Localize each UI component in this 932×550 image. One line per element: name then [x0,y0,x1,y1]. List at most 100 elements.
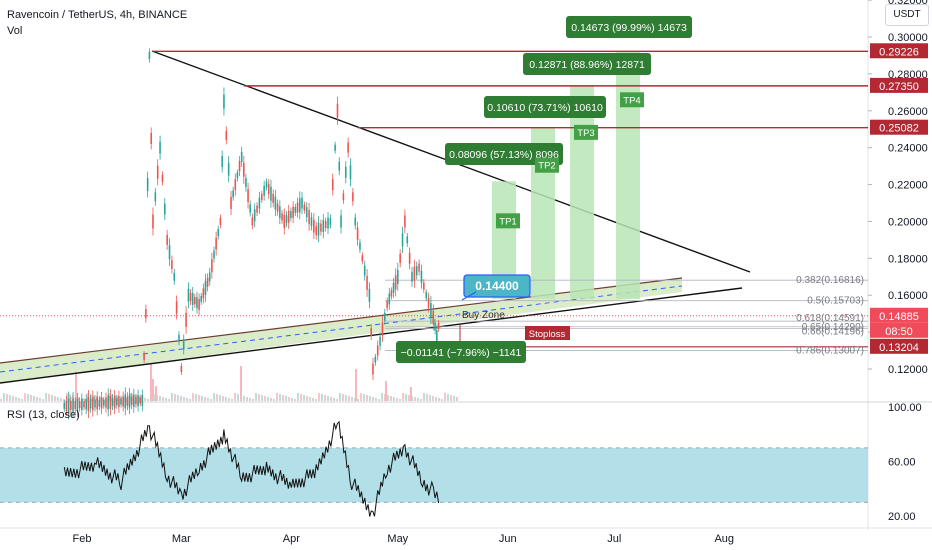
volume-bar [171,393,173,401]
candle-body [105,397,107,408]
candle-body [263,185,265,196]
volume-bar [357,399,359,401]
volume-bar [408,395,410,401]
volume-bar [93,395,95,401]
annotation-labels: 0.08096 (57.13%) 8096 TP1 0.10610 (73.71%)… [396,16,864,363]
volume-bar [152,379,154,401]
candle-body [72,398,74,412]
candle-body [392,282,395,293]
volume-bar [108,393,110,401]
candle-body [161,174,164,182]
candle-body [401,233,404,247]
tp-label-1: TP1 [499,216,516,227]
target-stat-text-4: 0.14673 (99.99%) 14673 [571,22,687,34]
volume-bar [429,395,431,401]
candle-body [270,186,272,201]
volume-bar [267,397,269,401]
volume-bar [441,399,443,401]
volume-bar [387,395,389,401]
candle-body [394,275,397,290]
candle-body [96,397,99,410]
fib-label: 0.382(0.16816) [796,275,864,286]
candle-body [368,288,371,302]
candle-body [386,300,388,308]
candle-body [324,221,327,229]
volume-bar [237,394,239,401]
tp-label-2: TP2 [538,161,555,172]
candle-body [223,94,225,109]
candle-body [279,206,281,219]
candle-body [253,209,256,222]
target-stat-text-1: 0.08096 (57.13%) 8096 [449,149,559,161]
target-stat-box-1 [445,143,563,165]
volume-bar [123,398,125,401]
volume-bar [168,399,170,401]
candle-body [436,330,438,342]
candle-body [159,141,161,154]
volume-bar [369,396,371,401]
price-tick-label: 0.26000 [888,106,928,118]
candle-body [344,166,347,178]
candle-body [340,215,342,228]
candle-body [156,165,159,179]
candle-body [258,197,261,209]
price-series [63,48,440,420]
volume-bar [42,399,44,401]
candle-body [113,395,116,408]
volume-bar [348,396,350,401]
price-tick-label: 0.16000 [888,290,928,302]
ascending-channel [0,278,682,383]
target-bar-4 [616,51,640,299]
volume-bar [321,394,323,401]
candle-body [208,272,211,282]
volume-bar [279,394,281,401]
candle-body [85,399,88,410]
candle-body [206,277,209,287]
fib-label: 0.65(0.14290) [802,322,864,333]
candle-body [256,205,258,213]
candle-body [102,399,105,406]
candle-body [92,397,94,411]
currency-button[interactable]: USDT [885,4,929,26]
volume-bar [51,395,53,401]
candle-body [189,293,192,302]
candle-body [173,272,176,281]
candle-body [245,178,247,188]
volume-bar [303,395,305,401]
candle-body [290,211,292,219]
fib-label: 0.786(0.13007) [796,345,864,356]
candle-body [175,301,178,314]
volume-bar [180,396,182,401]
candle-body [213,250,215,259]
candle-body [294,206,297,213]
volume-bar [315,399,317,401]
volume-bar [213,393,215,401]
candle-body [283,214,286,228]
volume-bar [0,399,2,401]
candle-body [381,322,384,336]
rsi-label: RSI (13, close) [7,409,80,421]
tp-badge-2 [535,157,559,173]
candle-body [397,269,399,284]
candle-body [260,193,263,200]
candle-body [379,336,381,346]
candle-body [331,179,334,191]
countdown-badge [870,322,928,338]
volume-bar [336,399,338,401]
volume-bar [165,398,167,401]
price-tick-label: 0.22000 [888,180,928,192]
candle-body [133,394,135,407]
candle-body [406,236,409,244]
time-tick-label: Aug [714,533,734,545]
time-tick-label: Feb [73,533,92,545]
candle-body [109,395,112,409]
volume-bar [117,396,119,401]
candle-body [67,398,70,413]
stoploss-badge [525,326,570,340]
volume-bar [432,396,434,401]
candle-body [111,398,114,407]
candle-body [383,312,386,321]
candle-body [423,282,425,290]
price-badge [870,119,928,135]
